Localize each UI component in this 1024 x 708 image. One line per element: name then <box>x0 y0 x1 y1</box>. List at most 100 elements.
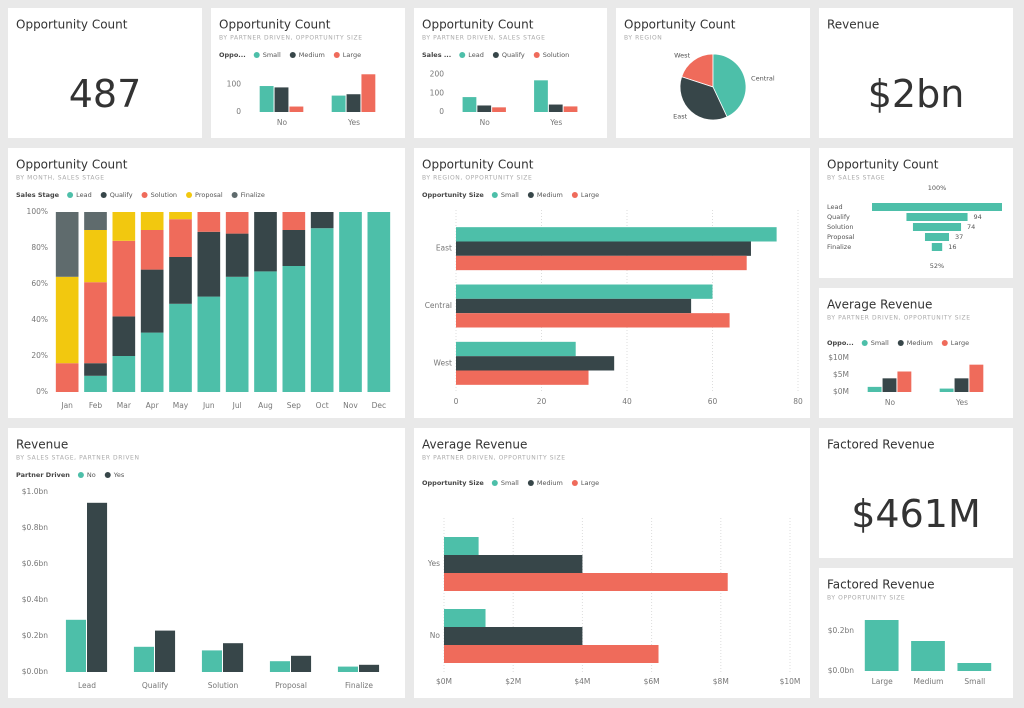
bar <box>112 240 136 317</box>
x-tick-label: Lead <box>78 681 96 690</box>
x-tick-label: Large <box>872 677 893 686</box>
bar <box>456 356 615 371</box>
y-tick-label: $0.0bn <box>828 666 854 675</box>
tile-title: Opportunity Count <box>624 18 736 32</box>
tile-subtitle: BY PARTNER DRIVEN, OPPORTUNITY SIZE <box>219 35 363 42</box>
bar <box>456 284 713 299</box>
y-tick-label: 0 <box>439 107 444 116</box>
funnel-category: Qualify <box>827 213 850 221</box>
funnel-value: 94 <box>974 213 982 221</box>
y-tick-label: $10M <box>828 353 849 362</box>
legend-label: Small <box>263 51 281 59</box>
legend-marker <box>77 472 84 478</box>
legend-label: Finalize <box>241 191 265 199</box>
bar <box>331 95 346 112</box>
legend-marker <box>861 340 868 346</box>
bar <box>361 74 376 112</box>
tile-subtitle: BY SALES STAGE <box>827 175 885 182</box>
pie-label: East <box>673 112 687 120</box>
legend-label: Small <box>501 479 519 487</box>
funnel-value: 74 <box>967 223 975 231</box>
y-tick-label: East <box>436 244 452 253</box>
legend-label: Medium <box>537 479 563 487</box>
funnel-category: Proposal <box>827 233 855 241</box>
bar <box>84 282 107 364</box>
legend-marker <box>491 192 498 198</box>
bar <box>140 230 164 270</box>
tile <box>819 568 1013 698</box>
x-tick-label: No <box>885 398 896 407</box>
x-tick-label: 60 <box>708 397 718 406</box>
legend-label: Large <box>581 479 599 487</box>
bar <box>462 97 477 112</box>
x-tick-label: Medium <box>914 677 944 686</box>
y-tick-label: 60% <box>31 279 48 288</box>
tile-title: Factored Revenue <box>827 438 935 452</box>
legend-title: Sales ... <box>422 51 451 59</box>
tile-subtitle: BY REGION, OPPORTUNITY SIZE <box>422 175 532 182</box>
funnel-bar <box>924 233 950 241</box>
legend-marker <box>289 52 296 58</box>
bar <box>444 627 583 645</box>
bar <box>282 212 306 230</box>
bar <box>563 106 578 112</box>
bar <box>112 212 136 241</box>
legend-marker <box>571 480 578 486</box>
y-tick-label: $0.6bn <box>22 559 48 568</box>
x-tick-label: $2M <box>505 677 521 686</box>
x-tick-label: Yes <box>955 398 968 407</box>
bar <box>169 219 192 257</box>
bar <box>140 212 164 230</box>
funnel-bar <box>872 203 1002 211</box>
bar <box>282 230 306 266</box>
legend-marker <box>333 52 340 58</box>
x-tick-label: 80 <box>793 397 803 406</box>
y-tick-label: 20% <box>31 351 48 360</box>
bar <box>864 620 899 671</box>
y-tick-label: Central <box>425 301 452 310</box>
legend-title: Sales Stage <box>16 191 60 199</box>
legend-marker <box>459 52 466 58</box>
bar <box>112 316 136 356</box>
bar <box>339 212 362 392</box>
bar <box>456 341 576 357</box>
y-tick-label: $0.4bn <box>22 595 48 604</box>
y-tick-label: No <box>430 631 441 640</box>
legend-title: Opportunity Size <box>422 191 484 199</box>
bar <box>444 555 583 573</box>
legend-label: Small <box>871 339 889 347</box>
tile-subtitle: BY SALES STAGE, PARTNER DRIVEN <box>16 455 140 462</box>
funnel-bar <box>912 223 962 231</box>
tile-title: Average Revenue <box>422 438 527 452</box>
legend-marker <box>141 192 148 198</box>
bar <box>282 266 306 392</box>
legend-marker <box>533 52 540 58</box>
legend-label: Medium <box>537 191 563 199</box>
bar <box>223 643 244 672</box>
tile-subtitle: BY PARTNER DRIVEN, SALES STAGE <box>422 35 546 42</box>
tile-subtitle: BY PARTNER DRIVEN, OPPORTUNITY SIZE <box>827 315 971 322</box>
pie-slice <box>681 53 714 88</box>
bar <box>274 87 289 112</box>
bar <box>456 255 747 271</box>
x-tick-label: Yes <box>347 118 360 127</box>
x-tick-label: No <box>480 118 491 127</box>
x-tick-label: $8M <box>713 677 729 686</box>
bar <box>310 212 334 229</box>
bar <box>444 645 659 663</box>
bar <box>444 573 728 591</box>
x-tick-label: 20 <box>537 397 547 406</box>
tile-subtitle: BY REGION <box>624 35 662 42</box>
legend-label: Proposal <box>195 191 223 199</box>
y-tick-label: 200 <box>430 70 445 79</box>
tile-title: Factored Revenue <box>827 578 935 592</box>
bar <box>201 650 222 672</box>
tile-subtitle: BY MONTH, SALES STAGE <box>16 175 105 182</box>
x-tick-label: 40 <box>622 397 632 406</box>
bar <box>55 212 79 277</box>
x-tick-label: Jan <box>60 401 73 410</box>
tile-title: Average Revenue <box>827 298 932 312</box>
bar <box>310 228 334 392</box>
y-tick-label: 80% <box>31 243 48 252</box>
